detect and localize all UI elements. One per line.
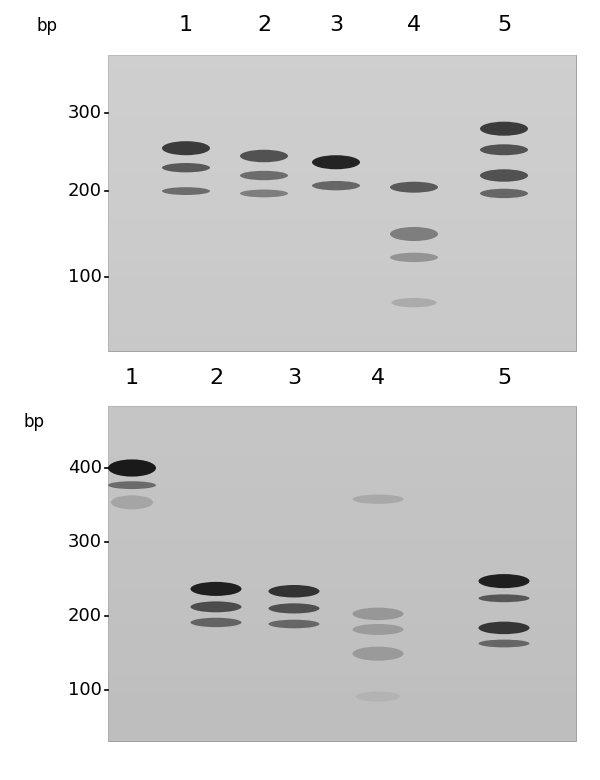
Bar	[108, 262, 576, 277]
Ellipse shape	[480, 189, 528, 198]
Ellipse shape	[479, 640, 530, 647]
Ellipse shape	[240, 171, 288, 180]
Bar	[108, 422, 576, 439]
Bar	[108, 506, 576, 523]
Ellipse shape	[480, 122, 528, 136]
Bar	[108, 590, 576, 607]
Ellipse shape	[191, 601, 241, 612]
Bar	[108, 307, 576, 321]
Text: 300: 300	[68, 104, 102, 122]
Ellipse shape	[479, 594, 530, 602]
Bar	[108, 724, 576, 741]
Ellipse shape	[353, 495, 404, 504]
Text: bp: bp	[24, 413, 45, 431]
Bar	[108, 129, 576, 144]
Ellipse shape	[108, 481, 156, 489]
Bar	[108, 84, 576, 99]
Ellipse shape	[390, 253, 438, 262]
Ellipse shape	[355, 692, 401, 702]
Text: 1: 1	[179, 15, 193, 35]
Bar	[108, 144, 576, 158]
Ellipse shape	[390, 227, 438, 241]
Ellipse shape	[108, 459, 156, 477]
Bar	[108, 247, 576, 262]
Text: 2: 2	[209, 368, 223, 388]
Ellipse shape	[162, 187, 210, 195]
Bar	[108, 439, 576, 456]
Ellipse shape	[312, 181, 360, 190]
Bar	[108, 674, 576, 691]
Ellipse shape	[269, 604, 320, 613]
Bar	[108, 456, 576, 473]
Bar	[108, 99, 576, 114]
Bar	[108, 691, 576, 707]
Ellipse shape	[162, 163, 210, 172]
Text: 400: 400	[68, 459, 102, 477]
Bar	[108, 232, 576, 247]
Text: 3: 3	[287, 368, 301, 388]
Bar	[108, 640, 576, 657]
Ellipse shape	[353, 624, 404, 635]
Ellipse shape	[312, 155, 360, 169]
Ellipse shape	[480, 144, 528, 155]
Bar	[108, 55, 576, 69]
Text: 4: 4	[407, 15, 421, 35]
Bar	[108, 624, 576, 640]
Ellipse shape	[353, 647, 404, 661]
Bar	[108, 277, 576, 292]
Ellipse shape	[391, 298, 436, 307]
Bar	[108, 573, 576, 590]
Bar	[108, 473, 576, 490]
Text: 5: 5	[497, 368, 511, 388]
Bar	[108, 657, 576, 674]
Ellipse shape	[111, 495, 153, 509]
Text: 2: 2	[257, 15, 271, 35]
Bar	[108, 523, 576, 540]
Ellipse shape	[240, 190, 288, 197]
FancyBboxPatch shape	[108, 406, 576, 741]
Bar	[108, 188, 576, 203]
Bar	[108, 707, 576, 724]
Bar	[108, 321, 576, 336]
Ellipse shape	[162, 141, 210, 155]
Ellipse shape	[353, 608, 404, 620]
Text: 1: 1	[125, 368, 139, 388]
Text: 200: 200	[68, 607, 102, 626]
Bar	[108, 490, 576, 506]
Ellipse shape	[480, 169, 528, 182]
Bar	[108, 173, 576, 188]
Bar	[108, 336, 576, 351]
Bar	[108, 203, 576, 218]
Ellipse shape	[269, 585, 320, 597]
Ellipse shape	[240, 150, 288, 162]
Bar	[108, 607, 576, 624]
Bar	[108, 557, 576, 573]
Text: 3: 3	[329, 15, 343, 35]
Text: 4: 4	[371, 368, 385, 388]
Ellipse shape	[390, 182, 438, 193]
Bar	[108, 69, 576, 84]
Text: 200: 200	[68, 182, 102, 200]
Text: 100: 100	[68, 268, 102, 286]
Text: bp: bp	[36, 17, 57, 35]
FancyBboxPatch shape	[108, 55, 576, 351]
Ellipse shape	[479, 622, 530, 634]
Bar	[108, 114, 576, 129]
Ellipse shape	[191, 618, 241, 627]
Text: 5: 5	[497, 15, 511, 35]
Ellipse shape	[269, 619, 320, 629]
Bar	[108, 292, 576, 307]
Bar	[108, 540, 576, 557]
Text: 300: 300	[68, 533, 102, 551]
Ellipse shape	[191, 582, 241, 596]
Ellipse shape	[479, 574, 530, 588]
Bar	[108, 406, 576, 423]
Bar	[108, 218, 576, 232]
Bar	[108, 158, 576, 173]
Text: 100: 100	[68, 681, 102, 700]
